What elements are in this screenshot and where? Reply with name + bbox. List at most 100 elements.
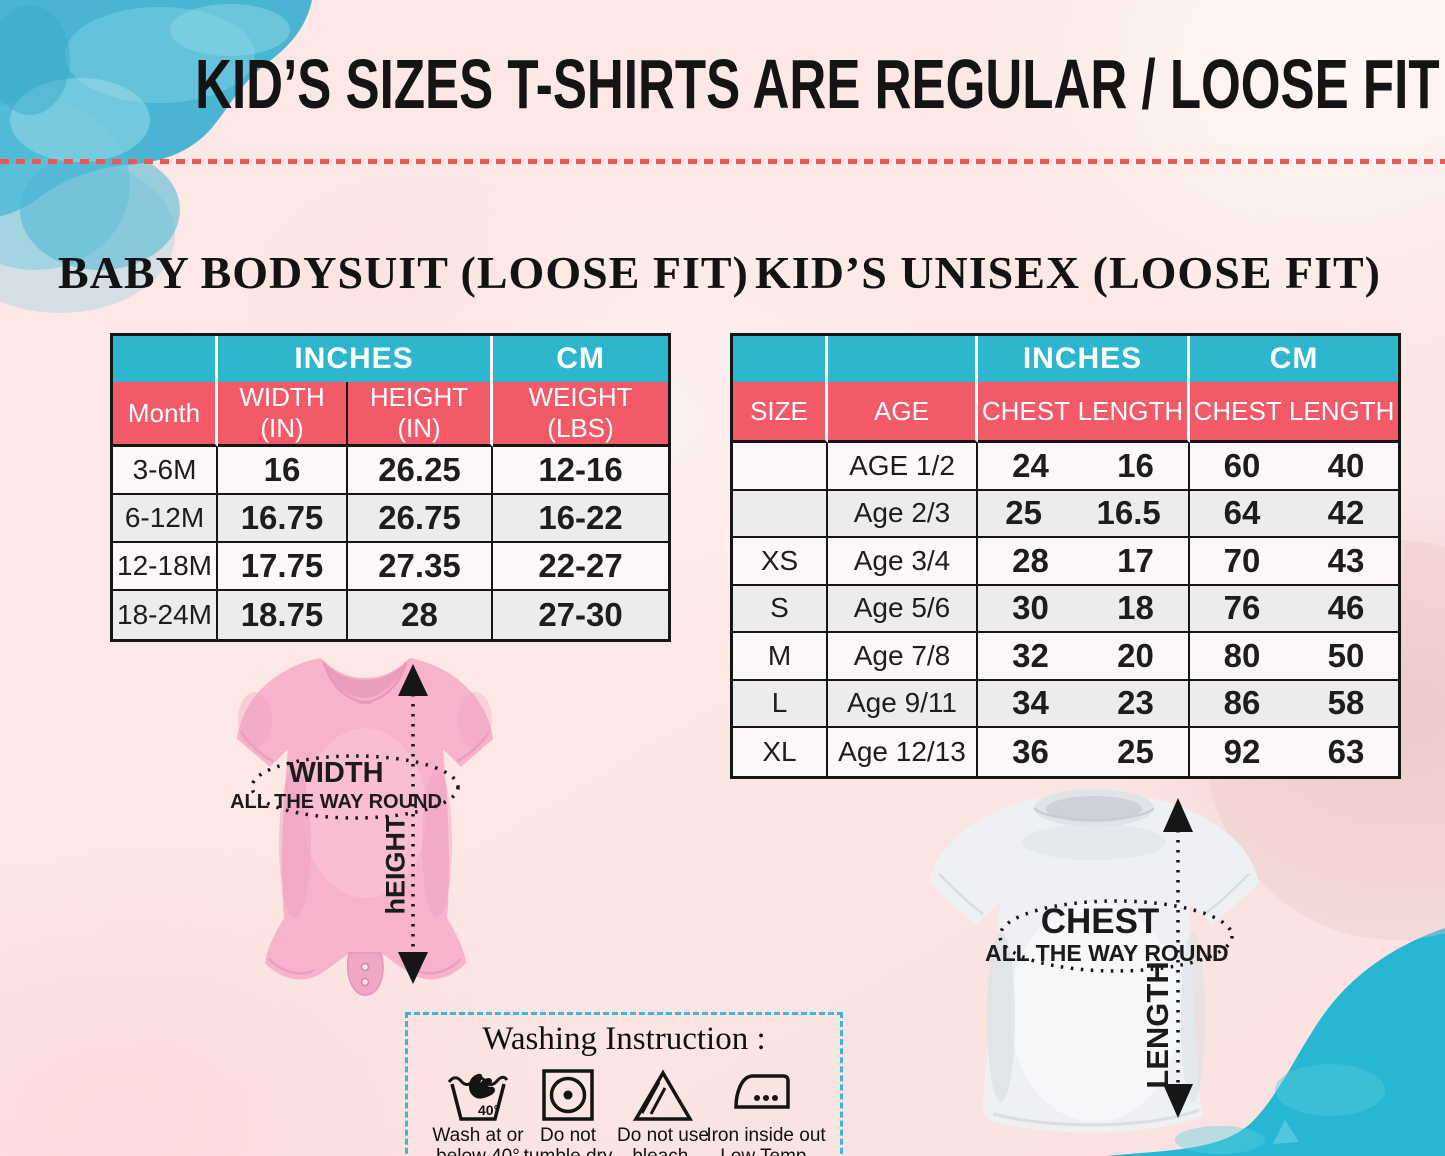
page-title: KID’S SIZES T-SHIRTS ARE REGULAR / LOOSE… (195, 45, 1440, 123)
kids-size-table: INCHES CM SIZE AGE CHEST LENGTH CHEST LENG… (730, 333, 1401, 779)
chest-value: 30 (1012, 589, 1049, 627)
baby-size-table: INCHES CM Month WIDTH (IN) HEIGHT (IN) W… (110, 333, 671, 642)
column-header: SIZE (733, 382, 828, 443)
length-value: 42 (1327, 494, 1365, 532)
size-cell: M (733, 633, 828, 681)
height-cell: 28 (348, 591, 494, 639)
chest-header: CHEST (981, 395, 1070, 426)
inches-cell: 30 18 (978, 585, 1190, 633)
size-cell: XL (733, 728, 828, 776)
cm-cell: 80 50 (1190, 633, 1398, 681)
length-value: 58 (1327, 684, 1365, 722)
width-ellipse-annotation (250, 754, 460, 820)
wash-instruction-label: Do not tumble dry (520, 1125, 616, 1156)
label-line: tumble dry (520, 1146, 616, 1156)
month-cell: 6-12M (113, 495, 218, 543)
label-line: Do not (540, 1125, 596, 1146)
wash-instruction-item: Do not use bleach. (614, 1067, 712, 1156)
width-measure-sublabel: ALL THE WAY ROUND (230, 791, 442, 813)
cm-cell: 86 58 (1190, 680, 1398, 728)
label-line: bleach. (614, 1146, 712, 1156)
label-line: Wash at or (432, 1125, 524, 1146)
column-header: Month (113, 382, 218, 447)
chest-ellipse-annotation (998, 899, 1234, 973)
chest-measure-label: CHEST (1040, 902, 1160, 941)
inches-group-header: INCHES (978, 336, 1190, 382)
weight-cell: 12-16 (493, 447, 669, 495)
kids-table-group-header: INCHES CM (733, 336, 1398, 382)
cm-cell: 92 63 (1190, 728, 1398, 776)
length-value: 17 (1117, 541, 1154, 579)
length-arrow-annotation (1163, 798, 1193, 1118)
column-header: WEIGHT (LBS) (493, 382, 669, 447)
baby-bodysuit-illustration (237, 658, 493, 996)
wash-instruction-item: Iron inside out Low Temp. (704, 1067, 828, 1156)
label-line: Iron inside out (706, 1125, 826, 1146)
width-cell: 16 (218, 447, 348, 495)
inches-cell: 36 25 (978, 728, 1190, 776)
inches-cell: 24 16 (978, 443, 1190, 491)
size-cell: L (733, 680, 828, 728)
cm-group-header: CM (493, 336, 669, 382)
length-value: 40 (1327, 446, 1365, 484)
chest-measure-sublabel: ALL THE WAY ROUND (985, 940, 1229, 966)
width-cell: 17.75 (218, 543, 348, 591)
cm-group-header: CM (1190, 336, 1398, 382)
age-cell: AGE 1/2 (828, 443, 978, 491)
chest-header: CHEST (1193, 395, 1282, 426)
kids-table-column-header: SIZE AGE CHEST LENGTH CHEST LENGTH (733, 382, 1398, 443)
length-value: 46 (1327, 589, 1365, 627)
month-cell: 3-6M (113, 447, 218, 495)
size-cell: XS (733, 538, 828, 586)
length-value: 23 (1117, 684, 1154, 722)
length-value: 16 (1117, 446, 1154, 484)
table-row: 12-18M 17.75 27.35 22-27 (113, 543, 669, 591)
chest-value: 25 (1005, 494, 1042, 532)
height-measure-label: hEIGHT (380, 815, 411, 915)
washing-title: Washing Instruction : (482, 1021, 766, 1057)
width-cell: 16.75 (218, 495, 348, 543)
length-header: LENGTH (1077, 395, 1184, 426)
column-header: AGE (828, 382, 978, 443)
chest-value: 60 (1223, 446, 1261, 484)
height-cell: 26.75 (348, 495, 494, 543)
table-row: 3-6M 16 26.25 12-16 (113, 447, 669, 495)
baby-table-group-header: INCHES CM (113, 336, 669, 382)
empty-header-cell (733, 336, 828, 382)
dashed-divider-line (0, 159, 1445, 164)
label-line: below 40° (422, 1146, 534, 1156)
inches-cell: 28 17 (978, 538, 1190, 586)
table-row: AGE 1/2 24 16 60 40 (733, 443, 1398, 491)
wash-instruction-label: Iron inside out Low Temp. (704, 1125, 828, 1156)
month-cell: 12-18M (113, 543, 218, 591)
width-measure-label: WIDTH (288, 757, 384, 789)
wash-at-40-icon: 40° (447, 1073, 509, 1121)
label-line: Low Temp. (704, 1146, 828, 1156)
month-cell: 18-24M (113, 591, 218, 639)
chest-value: 86 (1223, 684, 1261, 722)
chest-value: 80 (1223, 636, 1261, 674)
baby-table-column-header: Month WIDTH (IN) HEIGHT (IN) WEIGHT (LBS… (113, 382, 669, 447)
age-cell: Age 7/8 (828, 633, 978, 681)
inches-cell: 34 23 (978, 680, 1190, 728)
chest-value: 32 (1012, 636, 1049, 674)
teal-blob-bottom-right (1106, 928, 1445, 1156)
table-row: S Age 5/6 30 18 76 46 (733, 585, 1398, 633)
weight-cell: 16-22 (493, 495, 669, 543)
length-value: 18 (1117, 589, 1154, 627)
length-measure-label: LENGTH (1140, 961, 1175, 1089)
height-cell: 26.25 (348, 447, 494, 495)
baby-section-title: BABY BODYSUIT (LOOSE FIT) (58, 247, 749, 298)
chest-value: 76 (1223, 589, 1261, 627)
wash-instruction-label: Do not use bleach. (614, 1125, 712, 1156)
length-header: LENGTH (1288, 395, 1395, 426)
column-header: HEIGHT (IN) (348, 382, 494, 447)
do-not-tumble-dry-icon (542, 1069, 594, 1121)
cm-cell: 76 46 (1190, 585, 1398, 633)
length-value: 25 (1117, 732, 1154, 770)
inches-cell: 32 20 (978, 633, 1190, 681)
table-row: M Age 7/8 32 20 80 50 (733, 633, 1398, 681)
kids-section-title: KID’S UNISEX (LOOSE FIT) (755, 247, 1381, 298)
